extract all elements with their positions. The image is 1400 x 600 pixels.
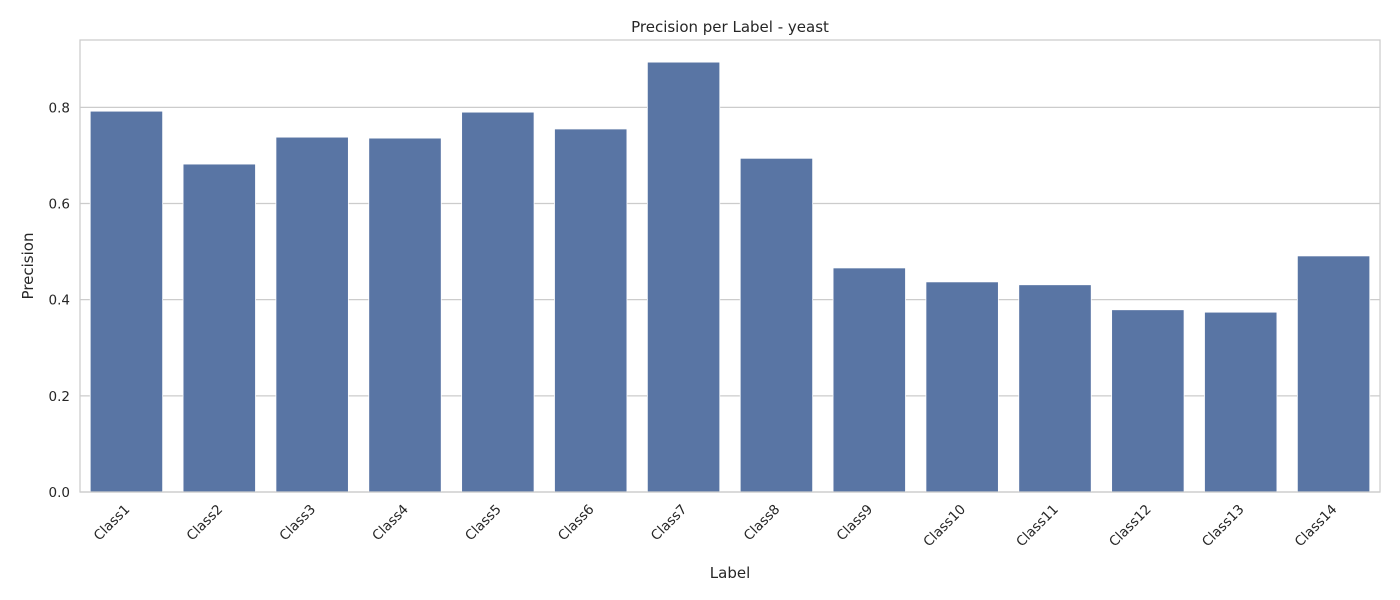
plot-frame [79,39,1381,493]
y-tick-label: 0.0 [49,485,70,501]
x-tick-labels: Class1 Class2 Class3 Class4 Class5 Class6 Clas… [91,502,1341,551]
x-tick-label: Class2 [184,502,227,545]
grid-lines [80,106,1380,493]
x-tick-label: Class13 [1199,502,1248,551]
x-tick-label: Class4 [369,502,412,545]
bar-class11 [1018,284,1092,493]
bar-class9 [832,267,906,493]
bar-class3 [275,136,349,493]
x-tick-label: Class5 [462,502,505,545]
bar-class2 [182,163,256,493]
bar-class10 [925,281,999,493]
x-tick-label: Class12 [1106,502,1155,551]
bar-class13 [1204,311,1278,493]
y-tick-labels: 0.0 0.2 0.4 0.6 0.8 [49,100,70,501]
bar-class1 [89,110,164,493]
bar-class12 [1111,309,1185,493]
y-tick-label: 0.2 [49,389,70,405]
x-tick-label: Class14 [1292,502,1341,551]
bar-class5 [461,111,535,493]
x-tick-label: Class6 [555,502,598,545]
x-tick-label: Class3 [276,502,319,545]
bar-class4 [368,137,442,493]
y-tick-label: 0.6 [49,196,70,212]
bar-class6 [554,128,628,493]
x-axis-label: Label [710,564,750,582]
bar-class7 [646,61,721,493]
x-tick-label: Class9 [834,502,877,545]
x-tick-label: Class7 [648,502,691,545]
x-tick-label: Class11 [1013,502,1062,551]
bars [89,61,1371,493]
x-tick-label: Class8 [741,502,784,545]
y-axis-label: Precision [19,233,37,300]
y-tick-label: 0.4 [49,293,70,309]
x-tick-label: Class10 [920,502,969,551]
bar-class14 [1296,255,1371,493]
y-tick-label: 0.8 [49,100,70,116]
bar-class8 [739,157,814,493]
x-tick-label: Class1 [91,502,134,545]
chart-title: Precision per Label - yeast [631,18,829,36]
